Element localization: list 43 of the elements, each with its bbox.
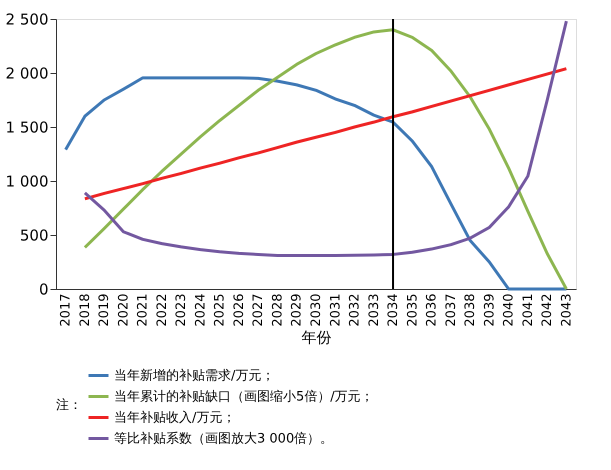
x-tick-label: 2022 — [154, 294, 170, 327]
x-tick-label: 2025 — [212, 294, 228, 327]
x-tick-label: 2043 — [559, 294, 574, 327]
x-tick-label: 2036 — [424, 294, 440, 327]
x-tick-label: 2035 — [405, 294, 420, 327]
x-tick-label: 2040 — [502, 294, 517, 327]
y-tick-label: 2 500 — [6, 10, 48, 28]
x-tick-label: 2034 — [386, 294, 402, 327]
x-tick-label: 2038 — [463, 294, 478, 327]
x-tick-label: 2018 — [78, 294, 93, 327]
x-tick-label: 2032 — [348, 294, 363, 327]
x-tick-label: 2039 — [482, 294, 498, 327]
y-tick-label: 0 — [38, 280, 48, 298]
legend-title: 注： — [56, 398, 82, 413]
legend-label: 当年累计的补贴缺口（画图缩小5倍）/万元； — [114, 390, 374, 404]
x-tick-label: 2029 — [290, 294, 305, 327]
x-tick-label: 2021 — [136, 294, 151, 327]
x-tick-label: 2026 — [232, 294, 247, 327]
x-tick-label: 2031 — [328, 294, 344, 327]
x-tick-label: 2024 — [193, 294, 208, 327]
x-tick-label: 2037 — [444, 294, 459, 327]
line-series — [83, 67, 568, 200]
x-axis-title: 年份 — [302, 328, 332, 347]
legend-label: 等比补贴系数（画图放大3 000倍）。 — [114, 432, 334, 446]
x-tick-label: 2041 — [520, 294, 536, 327]
y-tick-label: 1 000 — [6, 172, 48, 190]
y-tick-label: 500 — [20, 226, 48, 244]
x-tick-label: 2042 — [540, 294, 556, 327]
line-series — [83, 20, 568, 258]
x-tick-label: 2020 — [116, 294, 132, 327]
x-tick-label: 2033 — [366, 294, 382, 327]
legend-label: 当年新增的补贴需求/万元； — [114, 368, 274, 384]
x-tick-label: 2017 — [58, 294, 74, 327]
y-tick-label: 1 500 — [6, 118, 48, 136]
legend-label: 当年补贴收入/万元； — [114, 410, 236, 426]
x-tick-label: 2023 — [174, 294, 190, 327]
x-tick-label: 2019 — [97, 294, 112, 327]
y-tick-label: 2 000 — [6, 64, 48, 82]
x-tick-label: 2027 — [251, 294, 266, 327]
line-series — [64, 76, 568, 290]
x-tick-label: 2030 — [309, 294, 324, 327]
x-tick-label: 2028 — [270, 294, 286, 327]
line-series — [83, 28, 568, 290]
